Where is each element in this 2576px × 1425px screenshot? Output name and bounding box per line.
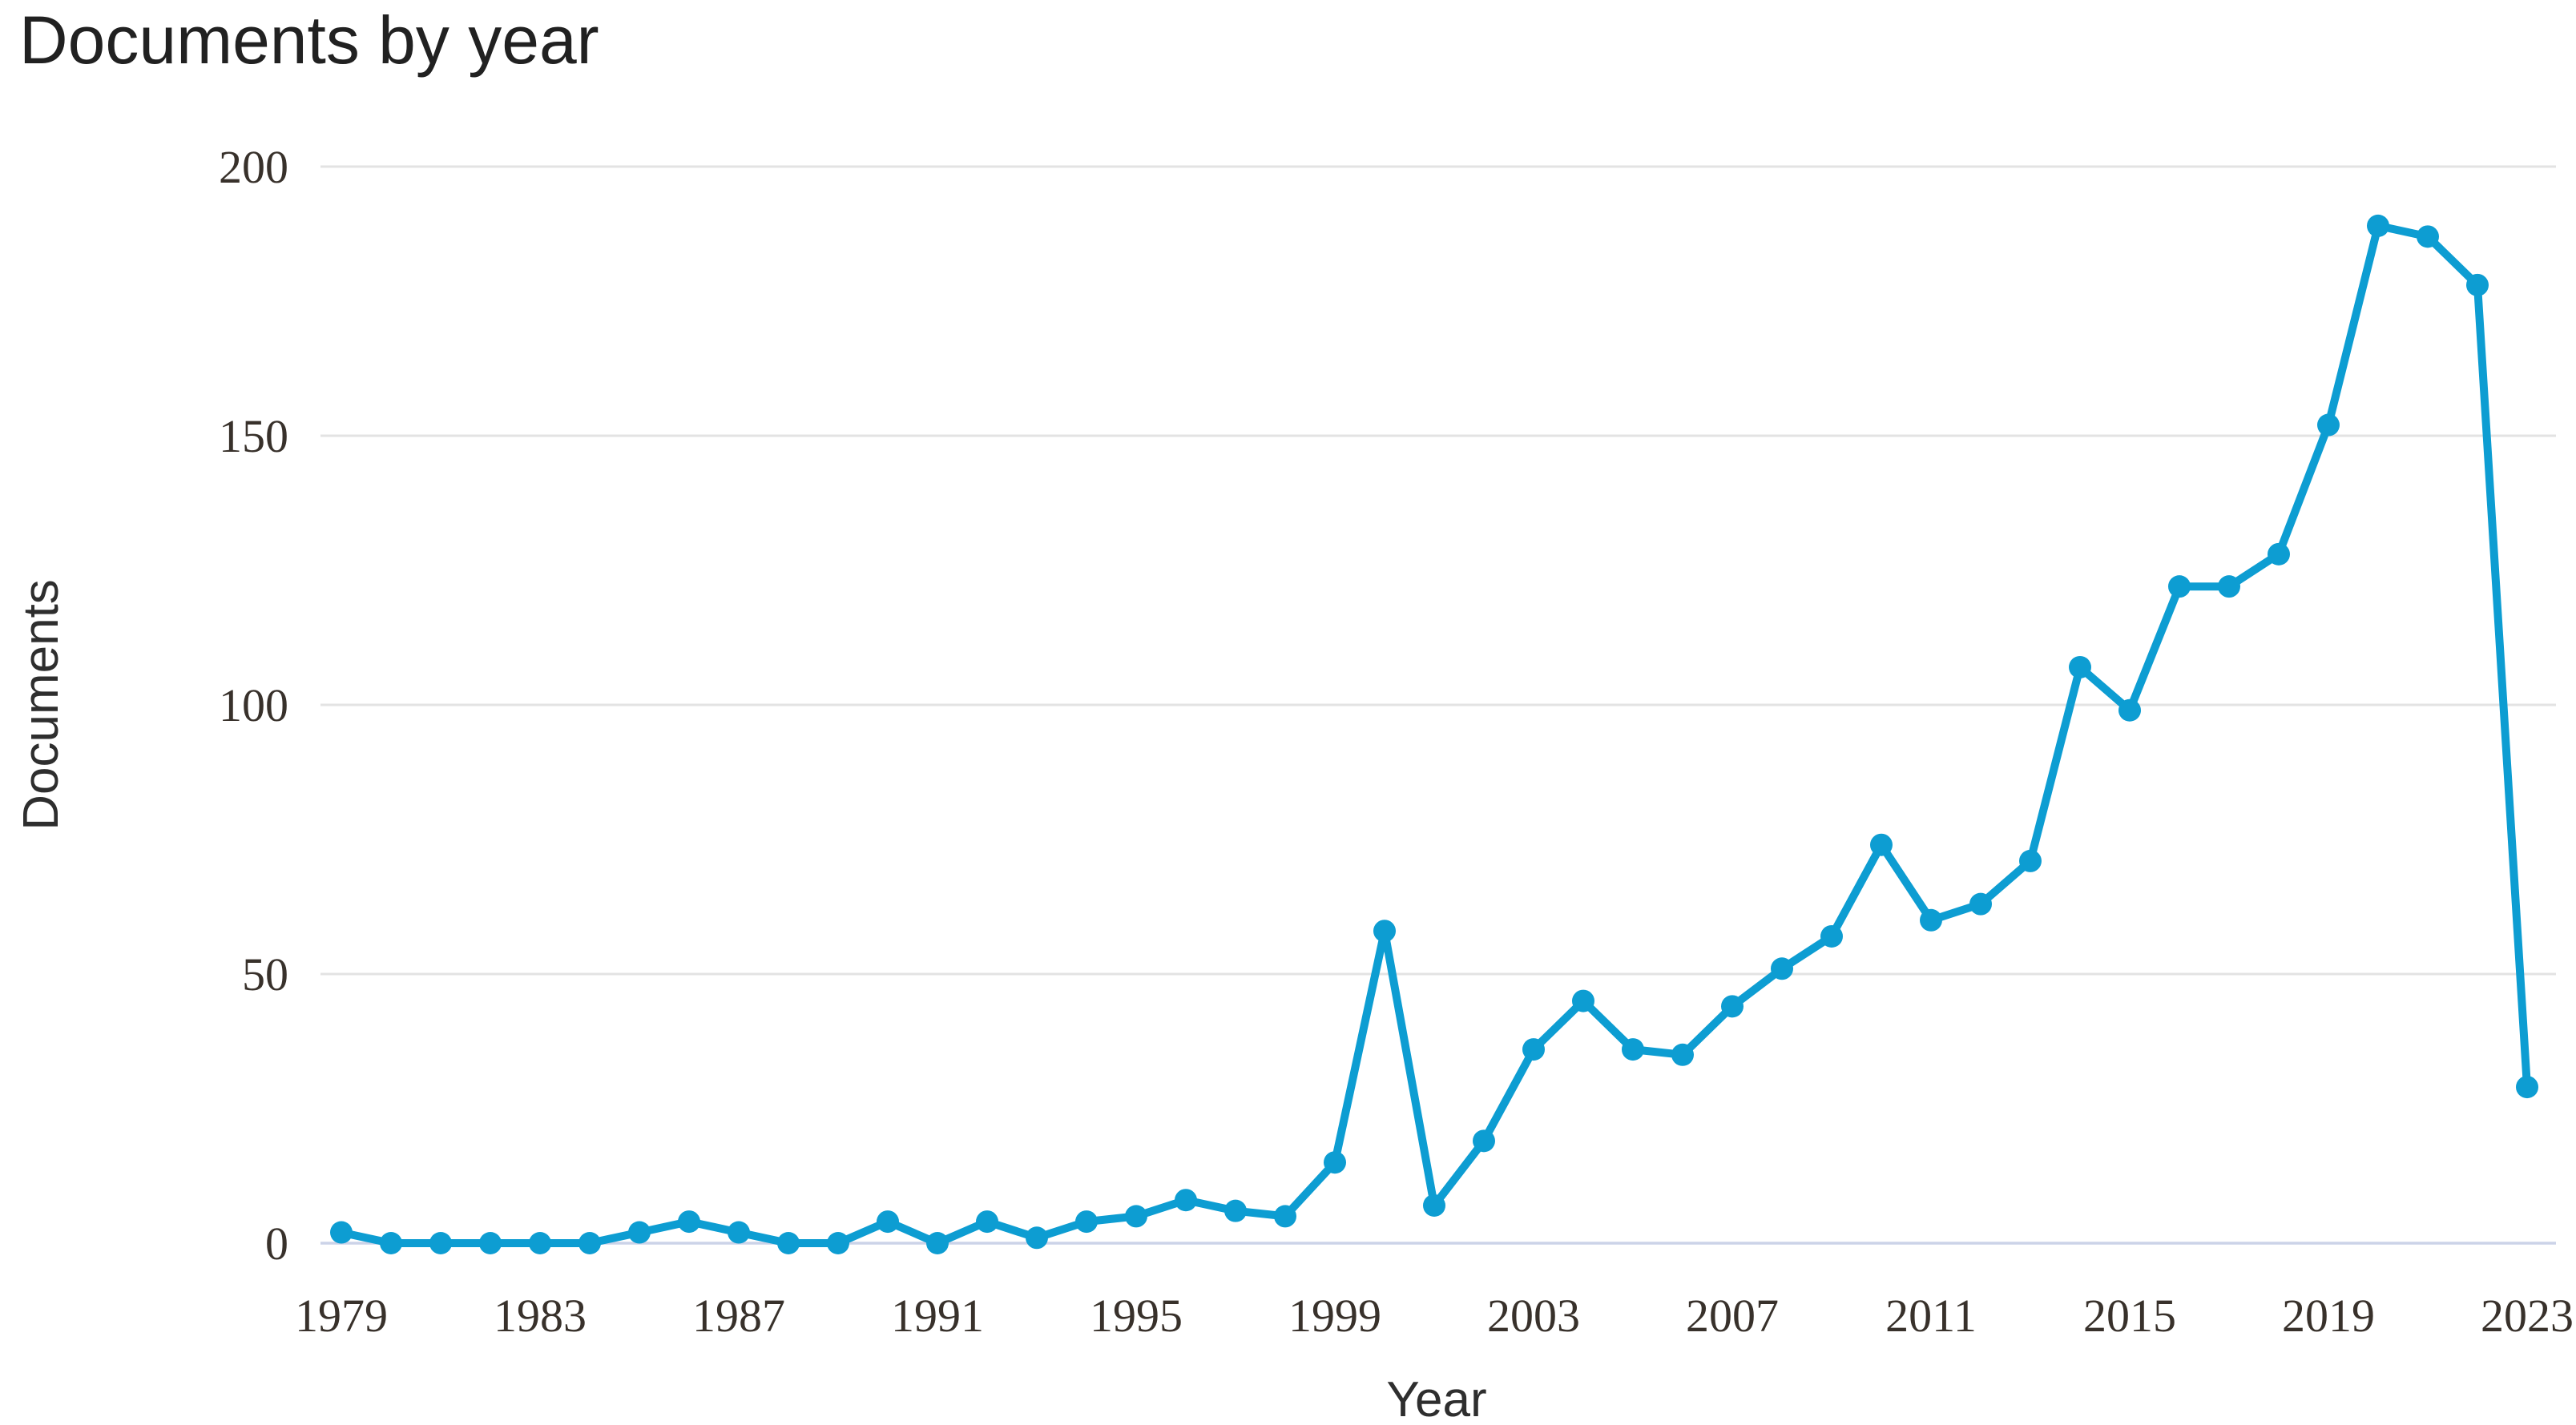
y-tick-50: 50 — [242, 948, 288, 1000]
data-point-2015[interactable] — [2118, 698, 2141, 722]
data-point-1998[interactable] — [1274, 1205, 1296, 1228]
data-point-2012[interactable] — [1969, 892, 1992, 916]
data-point-2023[interactable] — [2516, 1076, 2538, 1099]
data-point-2001[interactable] — [1423, 1194, 1445, 1217]
data-point-2006[interactable] — [1671, 1043, 1694, 1066]
data-point-2019[interactable] — [2317, 413, 2340, 437]
y-tick-200: 200 — [219, 141, 288, 193]
data-point-1983[interactable] — [529, 1232, 551, 1254]
data-point-1994[interactable] — [1075, 1210, 1098, 1234]
x-tick-2007: 2007 — [1686, 1290, 1779, 1342]
data-point-1979[interactable] — [330, 1221, 353, 1244]
documents-series-line — [337, 221, 2531, 1247]
data-point-2014[interactable] — [2069, 655, 2091, 678]
x-tick-1987: 1987 — [692, 1290, 785, 1342]
data-point-1986[interactable] — [678, 1210, 700, 1234]
data-point-2011[interactable] — [1920, 908, 1942, 932]
data-point-2007[interactable] — [1721, 995, 1744, 1018]
x-axis-title: Year — [1386, 1372, 1486, 1425]
x-axis-tick-labels: 1979 1983 1987 1991 1995 1999 2003 2007 2011 2015… — [295, 1290, 2574, 1342]
data-point-1985[interactable] — [628, 1221, 651, 1244]
data-point-2008[interactable] — [1771, 957, 1793, 980]
x-tick-2003: 2003 — [1487, 1290, 1580, 1342]
data-point-2017[interactable] — [2218, 575, 2240, 598]
data-point-2004[interactable] — [1572, 989, 1594, 1012]
x-tick-2023: 2023 — [2481, 1290, 2574, 1342]
data-point-1996[interactable] — [1175, 1189, 1197, 1212]
data-point-2005[interactable] — [1622, 1038, 1644, 1061]
y-tick-150: 150 — [219, 410, 288, 462]
data-point-1988[interactable] — [777, 1232, 800, 1254]
data-point-2018[interactable] — [2268, 542, 2290, 566]
data-point-1990[interactable] — [877, 1210, 899, 1234]
data-point-1987[interactable] — [728, 1221, 750, 1244]
data-point-1999[interactable] — [1324, 1151, 1346, 1174]
x-tick-1991: 1991 — [891, 1290, 984, 1342]
y-tick-100: 100 — [219, 679, 288, 731]
data-point-2010[interactable] — [1870, 833, 1893, 856]
x-tick-1979: 1979 — [295, 1290, 388, 1342]
data-point-1980[interactable] — [380, 1232, 402, 1254]
x-tick-2015: 2015 — [2083, 1290, 2176, 1342]
y-axis-tick-labels: 0 50 100 150 200 — [219, 141, 288, 1270]
data-point-1981[interactable] — [429, 1232, 452, 1254]
x-tick-1999: 1999 — [1288, 1290, 1381, 1342]
data-point-2000[interactable] — [1373, 920, 1396, 943]
data-point-2021[interactable] — [2417, 225, 2439, 248]
x-tick-1995: 1995 — [1090, 1290, 1183, 1342]
data-point-1993[interactable] — [1026, 1226, 1048, 1250]
x-tick-2019: 2019 — [2282, 1290, 2375, 1342]
data-point-2002[interactable] — [1473, 1129, 1495, 1153]
data-point-1995[interactable] — [1125, 1205, 1147, 1228]
data-point-1992[interactable] — [976, 1210, 998, 1234]
data-point-2022[interactable] — [2466, 273, 2489, 296]
data-point-1989[interactable] — [827, 1232, 849, 1254]
x-tick-2011: 2011 — [1885, 1290, 1977, 1342]
data-point-2003[interactable] — [1522, 1038, 1545, 1061]
data-point-1997[interactable] — [1224, 1199, 1247, 1222]
y-tick-0: 0 — [265, 1218, 288, 1270]
y-axis-title: Documents — [14, 579, 69, 831]
data-point-markers — [330, 214, 2538, 1254]
data-point-2016[interactable] — [2168, 575, 2191, 598]
x-tick-1983: 1983 — [494, 1290, 587, 1342]
data-point-2009[interactable] — [1820, 924, 1843, 948]
data-point-1984[interactable] — [578, 1232, 601, 1254]
data-point-2013[interactable] — [2019, 849, 2042, 872]
data-point-2020[interactable] — [2367, 214, 2389, 237]
horizontal-gridlines — [320, 165, 2556, 1245]
chart-title: Documents by year — [19, 2, 599, 78]
data-point-1982[interactable] — [479, 1232, 502, 1254]
data-point-1991[interactable] — [926, 1232, 949, 1254]
